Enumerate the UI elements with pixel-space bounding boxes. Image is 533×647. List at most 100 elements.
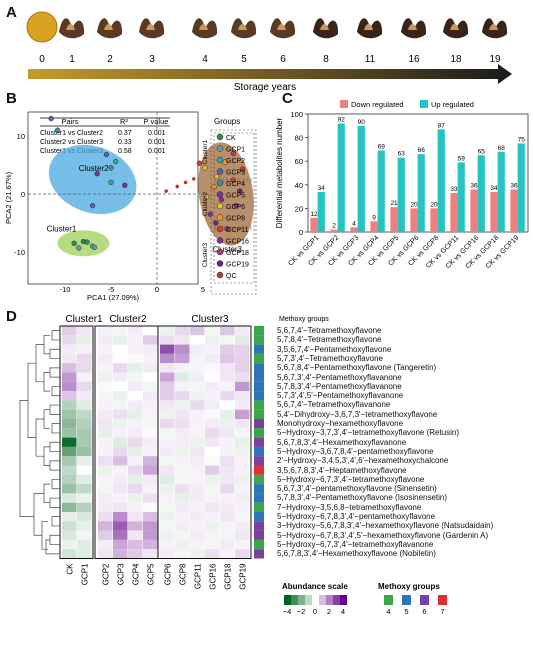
heatmap-cell — [175, 456, 190, 466]
heatmap-cell — [77, 372, 92, 382]
heatmap-cell — [205, 446, 220, 457]
specimen-peel-16 — [401, 18, 427, 39]
heatmap-cell — [190, 428, 205, 438]
heatmap-cell — [190, 437, 205, 447]
heatmap-cell — [62, 446, 77, 457]
heatmap-cell — [128, 521, 143, 531]
heatmap-cell — [98, 493, 113, 503]
table-cell: 0.37 — [118, 130, 132, 137]
heatmap-row-label: 5,6,7,3',4'−pentamethoxyflavone (Sinense… — [277, 484, 437, 494]
heatmap-cell — [62, 521, 77, 531]
heatmap-cell — [77, 428, 92, 438]
heatmap-row-label: 5,6,7,4'−Tetramethoxyflavone — [277, 326, 382, 335]
bar-value-label: 20 — [410, 201, 418, 208]
heatmap-cell — [235, 521, 250, 531]
heatmap-row-label: 7−Hydroxy−3,5,6,8−tetramethoxyflavone — [277, 502, 422, 512]
heatmap-cell — [62, 409, 77, 419]
heatmap-cell — [235, 381, 250, 392]
heatmap-row-label: 5−Hydroxy−6,7,3',4'−tetramethoxyflavone — [277, 474, 425, 484]
bar-up — [497, 151, 505, 232]
pca-point — [122, 182, 128, 188]
methoxy-cell — [254, 446, 264, 457]
cluster-header: Cluster3 — [191, 314, 229, 325]
heatmap-cell — [77, 521, 92, 531]
heatmap-cell — [235, 344, 250, 354]
heatmap-cell — [113, 530, 128, 540]
abundance-swatch — [319, 595, 326, 605]
heatmap-cell — [128, 502, 143, 512]
heatmap-cell — [160, 484, 175, 494]
heatmap-row-label: 3,5,6,7,4'−Pentamethoxyflavone — [277, 344, 392, 354]
heatmap-cell — [143, 372, 158, 382]
heatmap-cell — [113, 484, 128, 494]
methoxy-cell — [254, 521, 264, 531]
heatmap-cell — [62, 502, 77, 512]
legend-label: GCP5 — [226, 193, 245, 200]
heatmap-cell — [98, 335, 113, 345]
heatmap-row-label: 3,5,6,7,8,3',4'−Heptamethoxyflavone — [277, 465, 407, 475]
pca-point — [103, 151, 110, 158]
heatmap-cell — [175, 549, 190, 559]
heatmap-cell — [220, 474, 235, 485]
heatmap-cell — [98, 353, 113, 364]
methoxy-cell — [254, 381, 264, 392]
heatmap-cell — [98, 512, 113, 522]
bar-down — [310, 217, 318, 232]
methoxy-legend-title: Methoxy groups — [378, 582, 440, 591]
pca-point — [204, 194, 210, 200]
heatmap-cell — [113, 419, 128, 429]
heatmap-cell — [128, 512, 143, 522]
heatmap-cell — [62, 363, 77, 373]
heatmap-cell — [128, 484, 143, 494]
bar-value-label: 59 — [458, 155, 466, 162]
heatmap-cell — [62, 493, 77, 503]
heatmap-cell — [160, 530, 175, 540]
heatmap-cell — [160, 474, 175, 485]
heatmap-cell — [235, 353, 250, 364]
bar-value-label: 63 — [398, 151, 406, 158]
heatmap-cell — [77, 344, 92, 354]
panel-c-letter: C — [282, 90, 293, 107]
heatmap-cell — [143, 493, 158, 503]
methoxy-cell — [254, 409, 264, 419]
heatmap-cell — [235, 437, 250, 447]
heatmap-cell — [160, 391, 175, 401]
bar-up — [337, 123, 345, 232]
y-axis-label: Differential metabolites number — [275, 117, 284, 228]
pca-point — [233, 202, 239, 209]
methoxy-cell — [254, 530, 264, 540]
heatmap-cell — [235, 419, 250, 429]
qc-point — [175, 184, 180, 189]
table-cell: Cluster1 vs Cluster2 — [40, 130, 103, 137]
arrow-label: Storage years — [234, 82, 296, 92]
pca-point — [91, 244, 98, 251]
heatmap-cell — [143, 549, 158, 559]
pca-plot: Pairs R² P value Cluster1 vs Cluster2 0.37 0.… — [4, 111, 257, 302]
legend-swatch — [216, 214, 224, 221]
heatmap-cell — [113, 512, 128, 522]
heatmap-cell — [175, 363, 190, 373]
heatmap-cell — [175, 409, 190, 419]
heatmap-cell — [160, 502, 175, 512]
heatmap-cell — [143, 428, 158, 438]
heatmap-cell — [143, 353, 158, 364]
heatmap-cell — [175, 335, 190, 345]
heatmap-cell — [160, 363, 175, 373]
heatmap-cell — [113, 521, 128, 531]
heatmap-cell — [175, 539, 190, 550]
pca-point — [84, 239, 90, 245]
heatmap-cell — [62, 539, 77, 550]
heatmap-cell — [113, 549, 128, 559]
pca-point — [218, 197, 225, 203]
heatmap-cell — [220, 521, 235, 531]
heatmap-cell — [160, 465, 175, 475]
heatmap-row-label: 5,6,7,8,4'−Pentamethoxyflavone (Tangeret… — [277, 363, 437, 373]
heatmap-cell — [235, 326, 250, 336]
heatmap-cell — [160, 326, 175, 336]
heatmap-cell — [220, 419, 235, 429]
heatmap-cell — [190, 363, 205, 373]
bar-value-label: 34 — [318, 185, 326, 192]
y-tick-label: 40 — [295, 181, 303, 190]
heatmap-cell — [160, 437, 175, 447]
heatmap-cell — [98, 437, 113, 447]
